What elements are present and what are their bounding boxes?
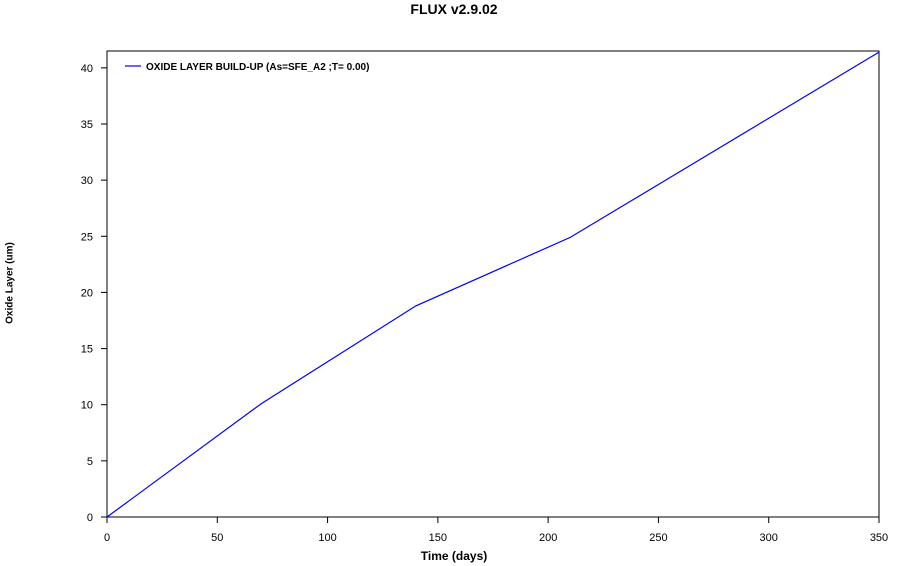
- y-tick-label: 10: [81, 400, 93, 412]
- y-tick-label: 15: [81, 344, 93, 356]
- x-tick-label: 50: [211, 532, 223, 544]
- y-tick-label: 0: [87, 512, 93, 524]
- x-tick-label: 150: [429, 532, 447, 544]
- x-tick-label: 350: [870, 532, 888, 544]
- legend-label: OXIDE LAYER BUILD-UP (As=SFE_A2 ;T= 0.00…: [146, 62, 369, 73]
- y-tick-label: 30: [81, 175, 93, 187]
- series-line: [106, 51, 880, 518]
- x-tick-label: 100: [318, 532, 336, 544]
- y-tick-label: 20: [81, 287, 93, 299]
- x-tick-label: 0: [104, 532, 110, 544]
- x-tick-label: 200: [539, 532, 557, 544]
- chart-title: FLUX v2.9.02: [410, 1, 498, 17]
- x-axis-label: Time (days): [420, 549, 488, 563]
- y-tick-label: 35: [81, 119, 93, 131]
- y-tick-label: 5: [87, 456, 93, 468]
- y-tick-label: 25: [81, 231, 93, 243]
- x-tick-label: 250: [649, 532, 667, 544]
- y-tick-label: 40: [81, 63, 93, 75]
- plot-frame: [106, 50, 880, 518]
- x-tick-label: 300: [760, 532, 778, 544]
